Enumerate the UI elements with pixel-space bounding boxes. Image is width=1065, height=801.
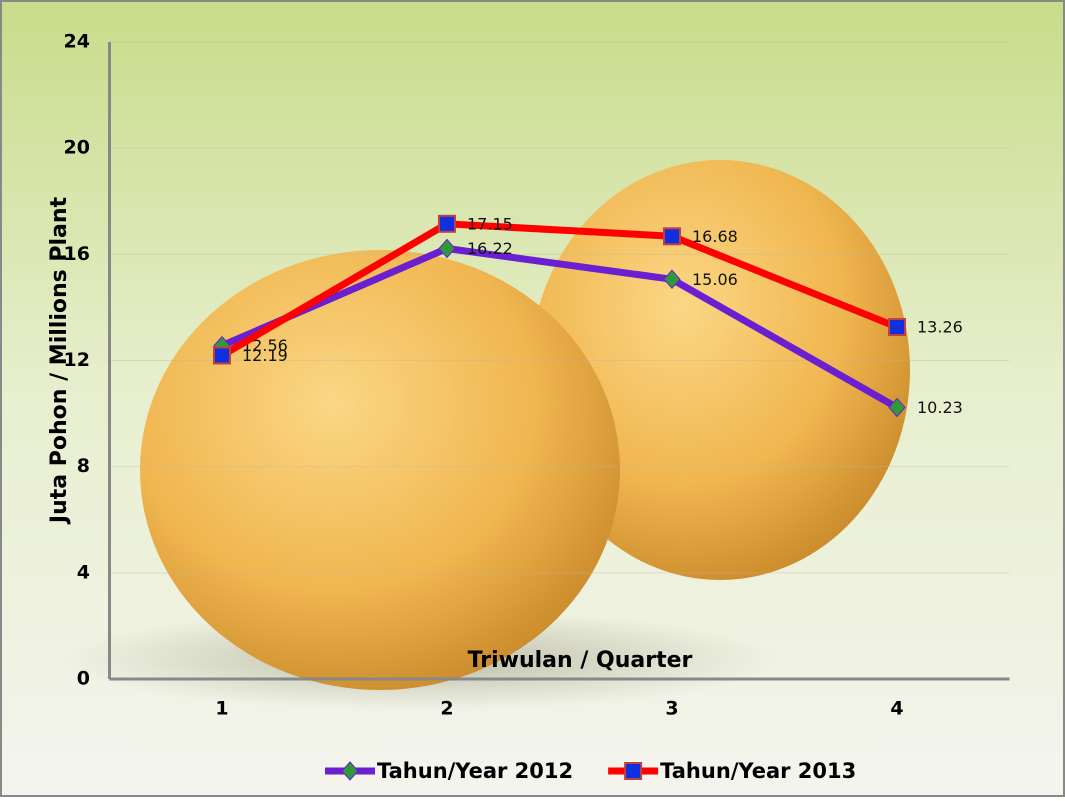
y-tick-label: 24 bbox=[64, 31, 90, 53]
value-label: 16.68 bbox=[692, 227, 738, 246]
x-tick-label: 1 bbox=[215, 698, 228, 720]
value-label: 17.15 bbox=[467, 214, 513, 233]
marker bbox=[663, 227, 681, 246]
marker bbox=[438, 214, 456, 233]
y-tick-label: 12 bbox=[64, 349, 90, 371]
legend-label: Tahun/Year 2013 bbox=[660, 759, 856, 783]
value-label: 16.22 bbox=[467, 239, 513, 258]
x-axis-label: Triwulan / Quarter bbox=[468, 648, 693, 673]
marker bbox=[888, 318, 906, 337]
marker bbox=[438, 238, 456, 259]
y-axis-label: Juta Pohon / Millions Plant bbox=[47, 196, 72, 525]
marker bbox=[624, 762, 643, 780]
marker bbox=[888, 397, 906, 418]
marker bbox=[663, 269, 681, 290]
marker bbox=[341, 761, 359, 781]
series-line bbox=[220, 244, 899, 411]
value-label: 15.06 bbox=[692, 270, 738, 289]
value-label: 12.19 bbox=[242, 346, 288, 365]
legend-label: Tahun/Year 2012 bbox=[377, 759, 573, 783]
y-tick-label: 0 bbox=[77, 668, 90, 690]
fruit-back bbox=[530, 160, 910, 580]
x-tick-label: 2 bbox=[440, 698, 453, 720]
y-tick-label: 16 bbox=[64, 243, 90, 265]
y-tick-label: 4 bbox=[77, 561, 90, 583]
marker bbox=[213, 346, 231, 365]
y-tick-label: 20 bbox=[64, 137, 90, 159]
x-tick-label: 4 bbox=[890, 698, 903, 720]
series-line bbox=[220, 220, 899, 359]
value-label: 13.26 bbox=[917, 318, 963, 337]
x-tick-label: 3 bbox=[665, 698, 678, 720]
fruit-front bbox=[140, 250, 620, 690]
value-label: 10.23 bbox=[917, 398, 963, 417]
y-tick-label: 8 bbox=[77, 455, 90, 477]
